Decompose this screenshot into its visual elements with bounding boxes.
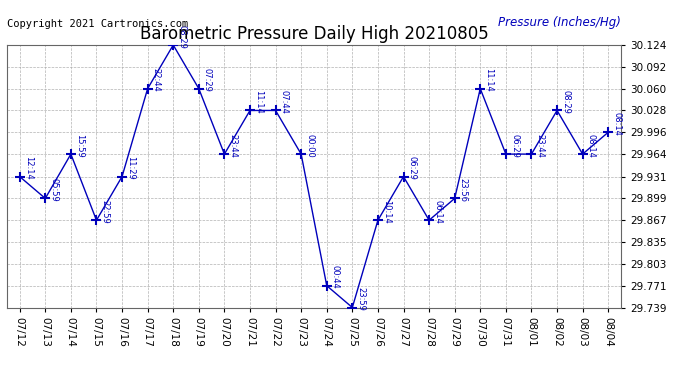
Text: 06:29: 06:29 — [408, 156, 417, 180]
Text: 23:59: 23:59 — [357, 287, 366, 311]
Text: 11:29: 11:29 — [126, 156, 135, 180]
Text: 07:44: 07:44 — [279, 90, 288, 114]
Text: 23:44: 23:44 — [228, 134, 237, 158]
Text: 15:59: 15:59 — [75, 134, 84, 158]
Text: 05:59: 05:59 — [50, 178, 59, 202]
Text: 08:29: 08:29 — [177, 25, 186, 49]
Text: 11:14: 11:14 — [484, 68, 493, 92]
Text: 10:14: 10:14 — [382, 200, 391, 224]
Text: 23:56: 23:56 — [459, 178, 468, 202]
Text: 12:14: 12:14 — [24, 156, 33, 180]
Text: 06:29: 06:29 — [510, 134, 519, 158]
Text: 07:29: 07:29 — [203, 68, 212, 92]
Text: 08:14: 08:14 — [586, 134, 595, 158]
Text: 22:59: 22:59 — [101, 200, 110, 224]
Text: 00:44: 00:44 — [331, 266, 340, 289]
Text: 11:14: 11:14 — [254, 90, 263, 114]
Text: Pressure (Inches/Hg): Pressure (Inches/Hg) — [498, 16, 621, 29]
Text: 00:00: 00:00 — [305, 134, 315, 158]
Text: 23:44: 23:44 — [535, 134, 544, 158]
Title: Barometric Pressure Daily High 20210805: Barometric Pressure Daily High 20210805 — [139, 26, 489, 44]
Text: 08:29: 08:29 — [561, 90, 570, 114]
Text: 08:14: 08:14 — [612, 112, 622, 136]
Text: 06:14: 06:14 — [433, 200, 442, 224]
Text: Copyright 2021 Cartronics.com: Copyright 2021 Cartronics.com — [7, 19, 188, 29]
Text: 22:44: 22:44 — [152, 68, 161, 92]
